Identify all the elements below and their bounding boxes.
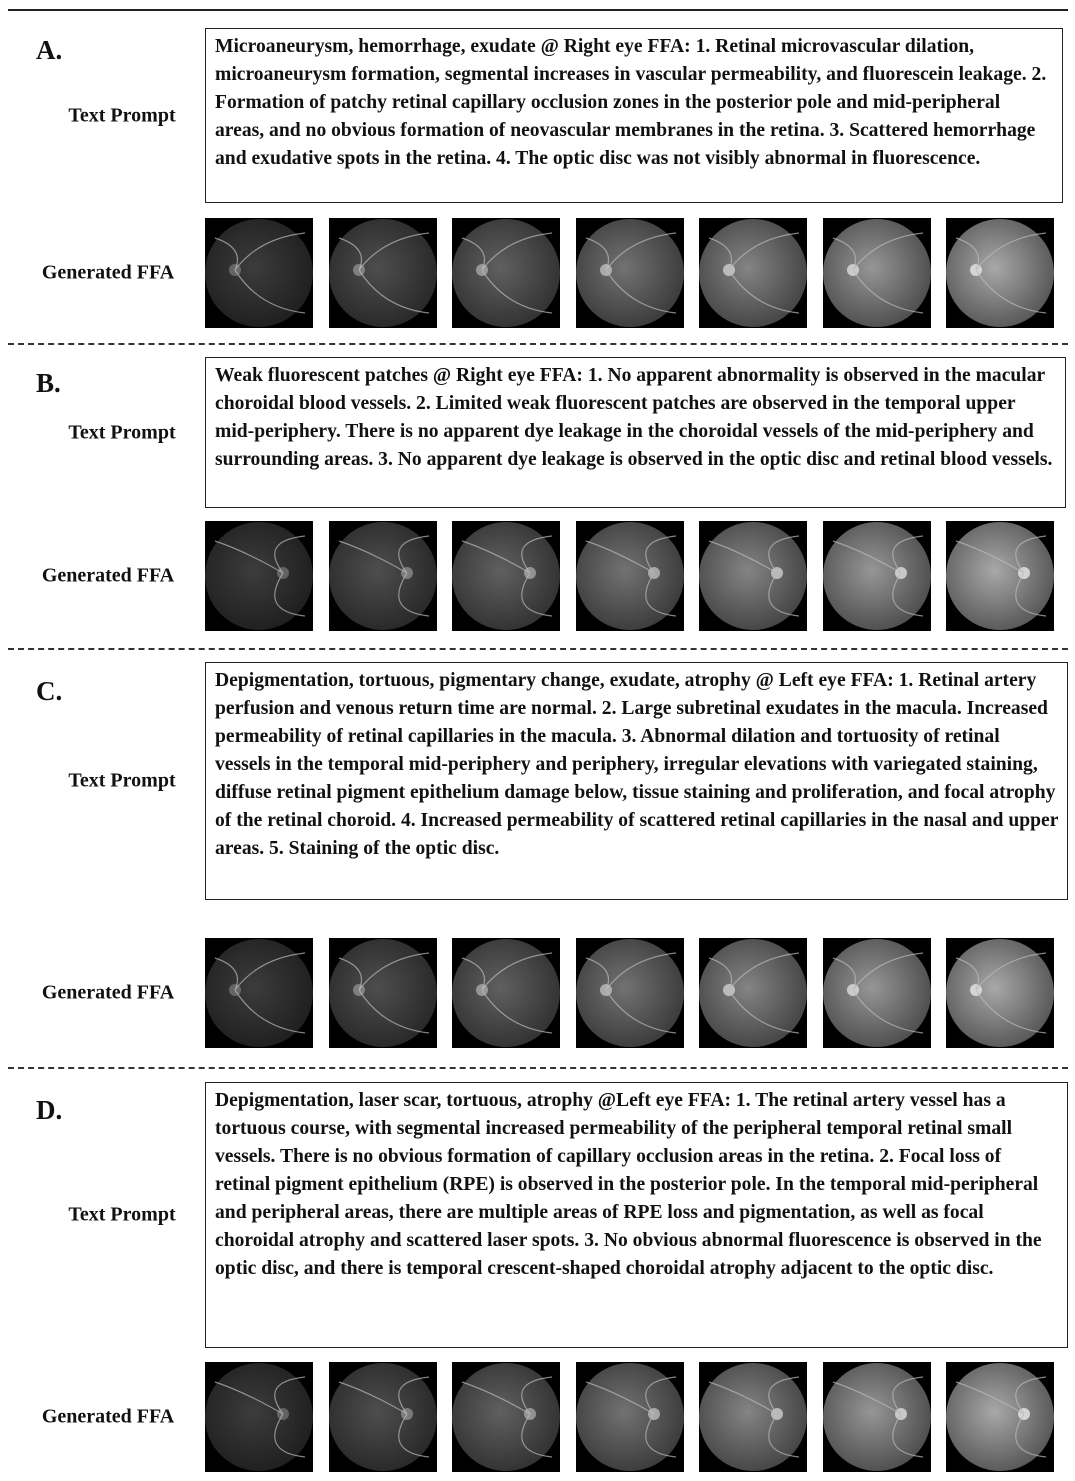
panel-label: C. — [36, 676, 62, 707]
images-label: Generated FFA — [18, 565, 198, 588]
panel-label: A. — [36, 35, 62, 66]
ffa-image — [946, 938, 1054, 1048]
ffa-image — [205, 938, 313, 1048]
prompt-box: Depigmentation, tortuous, pigmentary cha… — [205, 662, 1068, 900]
ffa-image — [699, 521, 807, 631]
divider — [8, 1067, 1068, 1069]
divider — [8, 343, 1068, 345]
ffa-image — [329, 938, 437, 1048]
ffa-image — [452, 218, 560, 328]
prompt-label: Text Prompt — [32, 104, 212, 127]
ffa-image — [946, 1362, 1054, 1472]
images-label: Generated FFA — [18, 1406, 198, 1429]
ffa-image — [946, 521, 1054, 631]
prompt-label: Text Prompt — [32, 770, 212, 793]
ffa-image — [576, 1362, 684, 1472]
ffa-image — [205, 1362, 313, 1472]
ffa-image — [329, 521, 437, 631]
ffa-image — [823, 521, 931, 631]
ffa-image — [576, 521, 684, 631]
top-rule — [8, 9, 1068, 11]
prompt-label: Text Prompt — [32, 421, 212, 444]
ffa-image — [823, 218, 931, 328]
page: A.Text PromptMicroaneurysm, hemorrhage, … — [0, 0, 1075, 1481]
panel-label: D. — [36, 1095, 62, 1126]
prompt-box: Weak fluorescent patches @ Right eye FFA… — [205, 357, 1066, 508]
panel-label: B. — [36, 368, 61, 399]
ffa-image — [452, 938, 560, 1048]
ffa-image — [699, 938, 807, 1048]
ffa-image — [576, 218, 684, 328]
prompt-box: Microaneurysm, hemorrhage, exudate @ Rig… — [205, 28, 1063, 203]
images-label: Generated FFA — [18, 982, 198, 1005]
prompt-box: Depigmentation, laser scar, tortuous, at… — [205, 1082, 1068, 1348]
ffa-image — [205, 218, 313, 328]
ffa-image — [699, 1362, 807, 1472]
prompt-label: Text Prompt — [32, 1204, 212, 1227]
ffa-image — [823, 1362, 931, 1472]
ffa-image — [329, 218, 437, 328]
ffa-image — [452, 521, 560, 631]
ffa-image — [329, 1362, 437, 1472]
ffa-image — [699, 218, 807, 328]
ffa-image — [946, 218, 1054, 328]
ffa-image — [823, 938, 931, 1048]
ffa-image — [205, 521, 313, 631]
ffa-image — [576, 938, 684, 1048]
divider — [8, 648, 1068, 650]
images-label: Generated FFA — [18, 262, 198, 285]
ffa-image — [452, 1362, 560, 1472]
